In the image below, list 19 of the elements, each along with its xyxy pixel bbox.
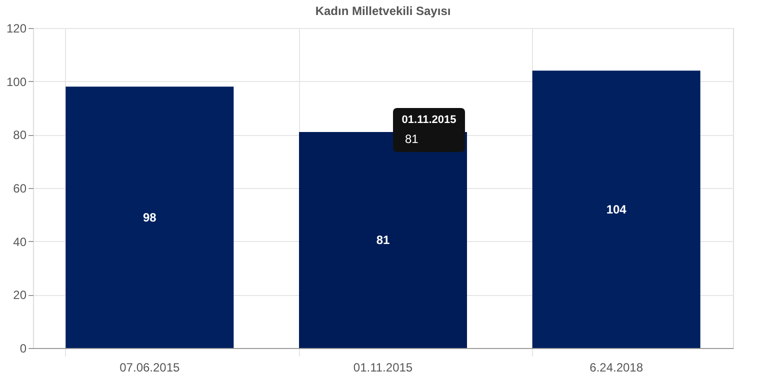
y-tick-label: 20 <box>13 288 27 302</box>
x-tick-label: 01.11.2015 <box>353 360 413 374</box>
y-tick-label: 80 <box>13 128 27 142</box>
x-tick-label: 6.24.2018 <box>590 360 644 374</box>
bar <box>299 132 467 348</box>
y-tick-label: 40 <box>13 234 27 249</box>
annotation: 01.11.2015 <box>402 114 456 126</box>
data-label: 98 <box>142 210 157 224</box>
annotation: 81 <box>376 233 390 247</box>
y-tick-label: 120 <box>6 22 27 36</box>
bar <box>66 86 234 348</box>
y-tick-label: 60 <box>13 182 27 196</box>
y-tick-label: 0 <box>20 342 27 356</box>
bar <box>532 70 700 348</box>
y-tick-label: 100 <box>6 74 27 89</box>
chart-title: Kadın Milletvekili Sayısı <box>315 4 451 18</box>
data-label: 104 <box>606 202 627 216</box>
x-tick-label: 07.06.2015 <box>120 360 180 374</box>
data-label: 81 <box>405 132 419 146</box>
